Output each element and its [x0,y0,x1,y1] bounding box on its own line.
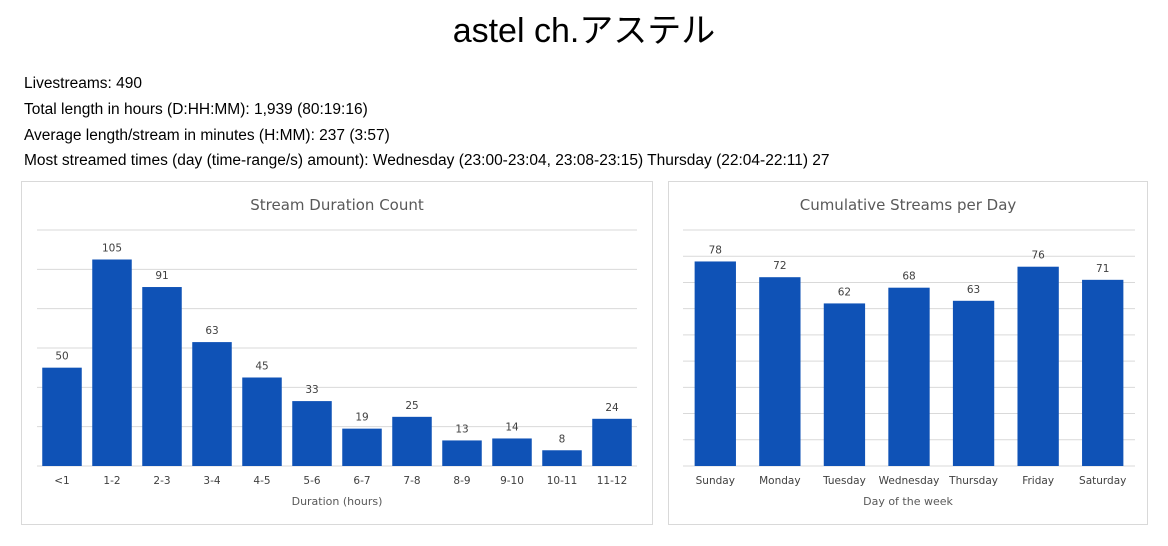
data-label: 62 [838,286,851,298]
bar [592,418,632,466]
data-label: 50 [55,351,68,363]
x-tick-label: 5-6 [303,475,320,487]
x-axis-label: Duration (hours) [292,495,383,508]
x-tick-label: Monday [759,475,800,487]
bar [242,377,282,466]
data-label: 63 [967,284,980,296]
bar [888,287,930,466]
x-tick-label: <1 [54,475,69,487]
data-label: 76 [1031,250,1045,262]
data-label: 45 [255,361,268,373]
data-label: 19 [355,412,368,424]
chart-title: Cumulative Streams per Day [800,196,1017,214]
bar [492,438,532,466]
bar [42,367,82,466]
x-tick-label: 6-7 [353,475,370,487]
x-axis-label: Day of the week [863,495,953,508]
data-label: 63 [205,325,218,337]
bar [442,440,482,466]
data-label: 33 [305,384,318,396]
data-label: 91 [155,270,168,282]
data-label: 25 [405,400,418,412]
page-title: astel ch.アステル [452,12,716,50]
x-tick-label: 1-2 [103,475,120,487]
bar [392,416,432,466]
bar [292,401,332,466]
data-label: 72 [773,260,786,272]
data-label: 78 [709,244,722,256]
day-chart: Cumulative Streams per Day 78 Sunday 72 Mond… [683,196,1135,508]
x-tick-label: 11-12 [597,475,628,487]
data-label: 68 [902,271,915,283]
data-label: 8 [559,433,566,445]
bar [759,277,801,466]
average-length-stat: Average length/stream in minutes (H:MM):… [24,127,390,144]
x-tick-label: 9-10 [500,475,524,487]
x-tick-label: 2-3 [153,475,170,487]
x-tick-label: 8-9 [453,475,470,487]
most-streamed-stat: Most streamed times (day (time-range/s) … [24,152,830,169]
x-tick-label: Thursday [948,475,998,487]
total-length-stat: Total length in hours (D:HH:MM): 1,939 (… [24,101,368,118]
x-tick-label: 4-5 [253,475,270,487]
x-tick-label: 3-4 [203,475,220,487]
x-tick-label: Wednesday [879,475,940,487]
day-chart-panel: Cumulative Streams per Day 78 Sunday 72 Mond… [668,181,1148,525]
bar [342,428,382,466]
data-label: 13 [455,423,468,435]
x-tick-label: 7-8 [403,475,420,487]
chart-title: Stream Duration Count [250,196,424,214]
bar [142,287,182,466]
x-tick-label: Tuesday [822,475,866,487]
duration-chart-panel: Stream Duration Count 50 <1 105 1-2 91 2-3 63 3-… [21,181,653,525]
data-label: 71 [1096,263,1109,275]
livestreams-stat: Livestreams: 490 [24,75,143,92]
x-tick-label: Saturday [1079,475,1126,487]
x-tick-label: Sunday [696,475,735,487]
bar [1082,279,1124,466]
duration-chart: Stream Duration Count 50 <1 105 1-2 91 2-3 63 3-… [37,196,637,508]
data-label: 105 [102,243,122,255]
bar [542,450,582,466]
bar [694,261,736,466]
x-tick-label: 10-11 [547,475,578,487]
bar [1017,266,1059,466]
data-label: 14 [505,421,519,433]
bar [192,342,232,466]
data-label: 24 [605,402,619,414]
bar [952,300,995,466]
bar [92,259,132,466]
bar [823,303,866,466]
x-tick-label: Friday [1022,475,1054,487]
